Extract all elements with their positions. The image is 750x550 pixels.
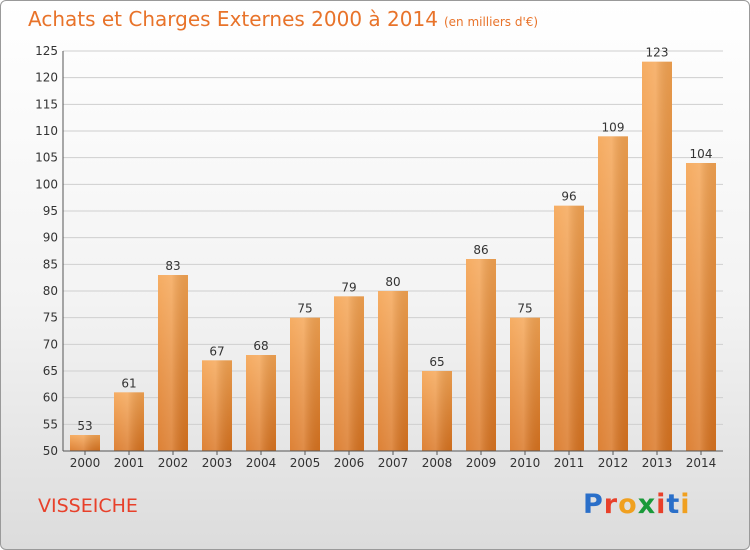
- bar-shine: [70, 435, 100, 451]
- bar-shine: [290, 317, 320, 451]
- x-tick-label: 2004: [246, 456, 277, 470]
- bar-value-label: 83: [165, 259, 180, 273]
- x-tick-label: 2002: [158, 456, 189, 470]
- bar-value-label: 61: [121, 376, 136, 390]
- bar-value-label: 79: [341, 280, 356, 294]
- bar-shine: [598, 136, 628, 452]
- y-tick-label: 85: [43, 257, 58, 271]
- bar-value-label: 75: [517, 302, 532, 316]
- unit-label: (en milliers d'€): [443, 15, 539, 29]
- y-tick-label: 105: [35, 151, 58, 165]
- bar-shine: [422, 371, 452, 451]
- x-tick-label: 2013: [642, 456, 673, 470]
- bar-shine: [510, 317, 540, 451]
- x-tick-label: 2014: [686, 456, 717, 470]
- logo-letter: o: [618, 489, 638, 520]
- logo-letter: x: [637, 489, 657, 520]
- y-tick-label: 115: [35, 97, 58, 111]
- logo-letter: P: [583, 489, 604, 520]
- y-tick-label: 70: [43, 337, 58, 351]
- bar-shine: [334, 296, 364, 451]
- bar-shine: [686, 163, 716, 451]
- y-tick-label: 125: [35, 44, 58, 58]
- proxiti-logo: Proxiti: [583, 489, 691, 520]
- y-tick-label: 55: [43, 417, 58, 431]
- bar-shine: [642, 61, 672, 452]
- chart-title: Achats et Charges Externes 2000 à 2014 (e…: [28, 7, 538, 31]
- y-tick-label: 60: [43, 391, 58, 405]
- y-tick-label: 110: [35, 124, 58, 138]
- logo-letter: r: [603, 489, 619, 520]
- x-tick-label: 2001: [114, 456, 145, 470]
- bar-shine: [378, 291, 408, 451]
- bar-value-label: 65: [429, 355, 444, 369]
- y-tick-label: 95: [43, 204, 58, 218]
- y-tick-label: 100: [35, 177, 58, 191]
- bar-shine: [114, 392, 144, 451]
- bar-value-label: 86: [473, 243, 488, 257]
- x-tick-label: 2006: [334, 456, 365, 470]
- bar-value-label: 123: [646, 46, 669, 60]
- bar-value-label: 75: [297, 302, 312, 316]
- bar-value-label: 68: [253, 339, 268, 353]
- bar-value-label: 67: [209, 344, 224, 358]
- x-tick-label: 2010: [510, 456, 541, 470]
- x-tick-label: 2012: [598, 456, 629, 470]
- bar-value-label: 96: [561, 190, 576, 204]
- bar-value-label: 104: [690, 147, 713, 161]
- x-tick-label: 2003: [202, 456, 233, 470]
- x-tick-label: 2007: [378, 456, 409, 470]
- title-text: Achats et Charges Externes 2000 à 2014: [28, 7, 438, 31]
- bar-shine: [466, 259, 496, 451]
- y-tick-label: 80: [43, 284, 58, 298]
- y-tick-label: 50: [43, 444, 58, 458]
- bar-value-label: 80: [385, 275, 400, 289]
- x-tick-label: 2000: [70, 456, 101, 470]
- logo-letter: i: [656, 489, 667, 520]
- x-tick-label: 2011: [554, 456, 585, 470]
- x-tick-label: 2009: [466, 456, 497, 470]
- bar-shine: [158, 275, 188, 451]
- y-tick-label: 90: [43, 231, 58, 245]
- x-tick-label: 2005: [290, 456, 321, 470]
- commune-name: VISSEICHE: [38, 495, 138, 517]
- logo-letter: t: [666, 489, 681, 520]
- bar-value-label: 53: [77, 419, 92, 433]
- y-tick-label: 75: [43, 311, 58, 325]
- bar-shine: [554, 205, 584, 451]
- bar-shine: [246, 355, 276, 451]
- logo-letter: i: [680, 489, 691, 520]
- y-tick-label: 65: [43, 364, 58, 378]
- bar-value-label: 109: [602, 120, 625, 134]
- bar-shine: [202, 360, 232, 451]
- y-tick-label: 120: [35, 71, 58, 85]
- x-tick-label: 2008: [422, 456, 453, 470]
